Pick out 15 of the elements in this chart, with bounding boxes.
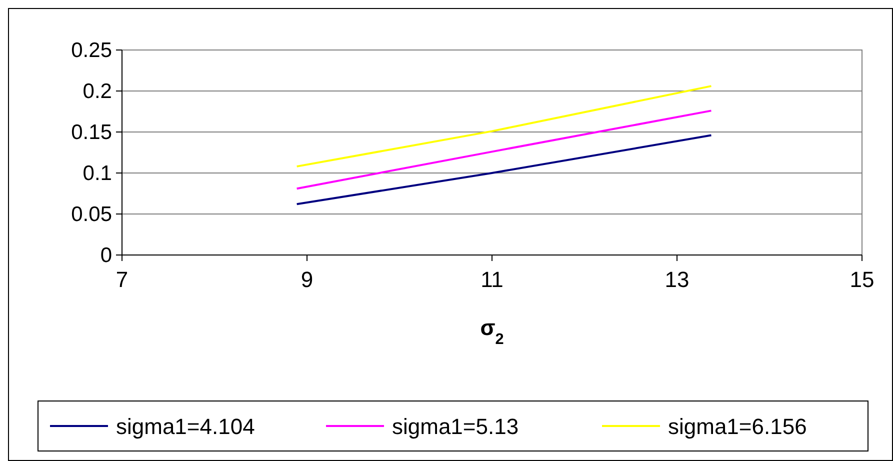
legend-label: sigma1=5.13	[392, 414, 519, 439]
legend-label: sigma1=6.156	[668, 414, 807, 439]
x-tick-label: 15	[850, 267, 874, 292]
x-axis-title: σ$_{2}$	[480, 315, 504, 348]
y-tick-label: 0.1	[82, 162, 112, 185]
y-tick-label: 0.2	[82, 80, 112, 103]
y-tick-label: 0.05	[71, 203, 112, 226]
y-tick-label: 0.15	[71, 121, 112, 144]
y-tick-label: 0	[100, 244, 112, 267]
legend-label: sigma1=4.104	[116, 414, 255, 439]
x-tick-label: 13	[664, 267, 690, 292]
x-tick-label: 11	[480, 267, 504, 292]
y-tick-label: 0.25	[71, 39, 112, 62]
x-tick-label: 9	[300, 267, 314, 292]
x-tick-label: 7	[116, 267, 128, 292]
